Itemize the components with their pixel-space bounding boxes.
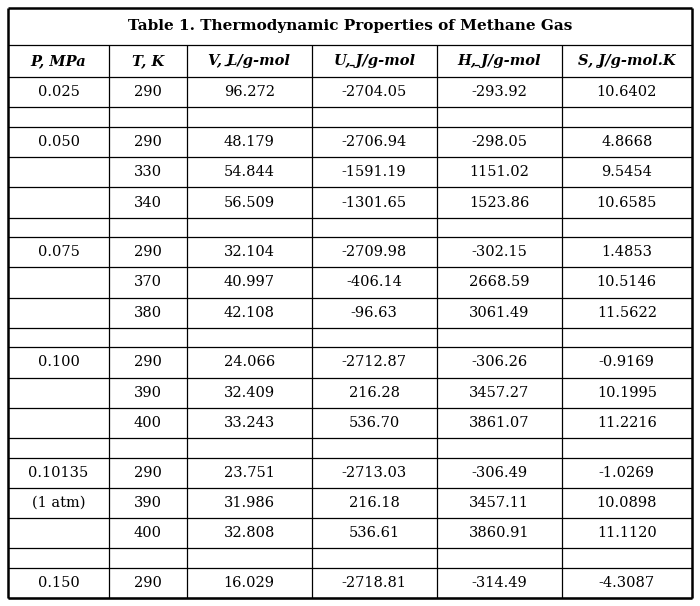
Text: 536.61: 536.61 (349, 526, 400, 540)
Text: -2706.94: -2706.94 (342, 135, 407, 149)
Text: 11.1120: 11.1120 (597, 526, 657, 540)
Text: 390: 390 (134, 496, 162, 510)
Text: 0.150: 0.150 (38, 576, 80, 590)
Text: -306.26: -306.26 (471, 356, 527, 370)
Text: 3457.11: 3457.11 (469, 496, 529, 510)
Text: 390: 390 (134, 385, 162, 400)
Text: 11.5622: 11.5622 (597, 305, 657, 320)
Text: (1 atm): (1 atm) (32, 496, 85, 510)
Text: 1151.02: 1151.02 (469, 165, 529, 179)
Text: -2713.03: -2713.03 (342, 465, 407, 480)
Text: 10.0898: 10.0898 (596, 496, 657, 510)
Text: 290: 290 (134, 245, 162, 259)
Text: 48.179: 48.179 (224, 135, 274, 149)
Text: 536.70: 536.70 (349, 416, 400, 430)
Text: 3061.49: 3061.49 (469, 305, 529, 320)
Text: -2718.81: -2718.81 (342, 576, 407, 590)
Text: -1301.65: -1301.65 (342, 196, 407, 210)
Text: 24.066: 24.066 (223, 356, 275, 370)
Text: -4.3087: -4.3087 (598, 576, 654, 590)
Text: 56.509: 56.509 (223, 196, 274, 210)
Text: -302.15: -302.15 (471, 245, 527, 259)
Text: 216.28: 216.28 (349, 385, 400, 400)
Text: 3457.27: 3457.27 (469, 385, 529, 400)
Text: -1.0269: -1.0269 (598, 465, 654, 480)
Text: 370: 370 (134, 276, 162, 290)
Text: -298.05: -298.05 (471, 135, 527, 149)
Text: 1523.86: 1523.86 (469, 196, 529, 210)
Text: S, J/g-mol.K: S, J/g-mol.K (578, 54, 676, 68)
Text: 400: 400 (134, 526, 162, 540)
Text: -2704.05: -2704.05 (342, 85, 407, 99)
Text: -2712.87: -2712.87 (342, 356, 407, 370)
Text: -2709.98: -2709.98 (342, 245, 407, 259)
Text: 40.997: 40.997 (224, 276, 274, 290)
Text: 11.2216: 11.2216 (597, 416, 657, 430)
Text: 3860.91: 3860.91 (469, 526, 529, 540)
Text: 0.025: 0.025 (38, 85, 80, 99)
Text: 16.029: 16.029 (224, 576, 274, 590)
Text: H, J/g-mol: H, J/g-mol (457, 54, 541, 68)
Text: 290: 290 (134, 576, 162, 590)
Text: 380: 380 (134, 305, 162, 320)
Text: 54.844: 54.844 (224, 165, 274, 179)
Text: 32.409: 32.409 (223, 385, 274, 400)
Text: 3861.07: 3861.07 (469, 416, 529, 430)
Text: 33.243: 33.243 (223, 416, 275, 430)
Text: 10.6402: 10.6402 (596, 85, 657, 99)
Text: 2668.59: 2668.59 (469, 276, 529, 290)
Text: V, L/g-mol: V, L/g-mol (208, 54, 290, 68)
Text: 96.272: 96.272 (224, 85, 274, 99)
Text: 0.050: 0.050 (38, 135, 80, 149)
Text: 23.751: 23.751 (224, 465, 274, 480)
Text: -306.49: -306.49 (471, 465, 527, 480)
Text: -0.9169: -0.9169 (598, 356, 654, 370)
Text: 1.4853: 1.4853 (601, 245, 652, 259)
Text: -293.92: -293.92 (471, 85, 527, 99)
Text: 290: 290 (134, 356, 162, 370)
Text: 330: 330 (134, 165, 162, 179)
Text: -96.63: -96.63 (351, 305, 398, 320)
Text: 32.808: 32.808 (223, 526, 275, 540)
Text: 10.5146: 10.5146 (596, 276, 657, 290)
Text: 4.8668: 4.8668 (601, 135, 652, 149)
Text: 9.5454: 9.5454 (601, 165, 652, 179)
Text: 400: 400 (134, 416, 162, 430)
Text: 340: 340 (134, 196, 162, 210)
Text: 32.104: 32.104 (224, 245, 274, 259)
Text: 10.6585: 10.6585 (596, 196, 657, 210)
Text: 10.1995: 10.1995 (597, 385, 657, 400)
Text: 290: 290 (134, 465, 162, 480)
Text: 42.108: 42.108 (224, 305, 274, 320)
Text: -406.14: -406.14 (346, 276, 402, 290)
Text: 0.10135: 0.10135 (29, 465, 89, 480)
Text: T, K: T, K (132, 54, 164, 68)
Text: U, J/g-mol: U, J/g-mol (334, 54, 414, 68)
Text: 0.100: 0.100 (38, 356, 80, 370)
Text: 0.075: 0.075 (38, 245, 80, 259)
Text: P, MPa: P, MPa (31, 54, 87, 68)
Text: -314.49: -314.49 (471, 576, 527, 590)
Text: 290: 290 (134, 85, 162, 99)
Text: Table 1. Thermodynamic Properties of Methane Gas: Table 1. Thermodynamic Properties of Met… (128, 19, 572, 33)
Text: 31.986: 31.986 (223, 496, 274, 510)
Text: -1591.19: -1591.19 (342, 165, 407, 179)
Text: 290: 290 (134, 135, 162, 149)
Text: 216.18: 216.18 (349, 496, 400, 510)
